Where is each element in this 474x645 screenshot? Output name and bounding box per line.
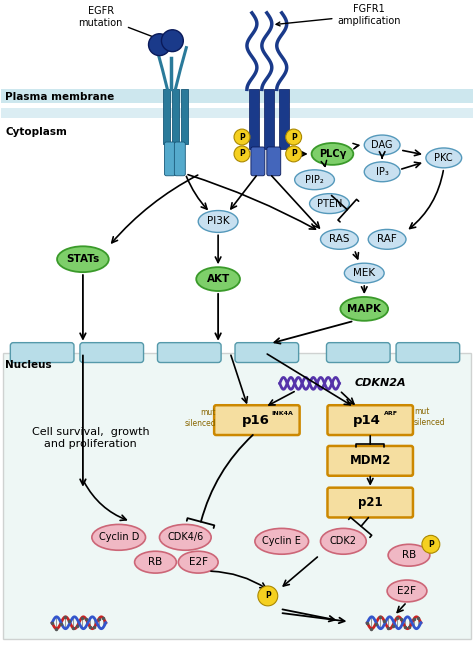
Text: PTEN: PTEN	[317, 199, 342, 208]
Text: RAF: RAF	[377, 234, 397, 244]
Text: DAG: DAG	[372, 140, 393, 150]
FancyBboxPatch shape	[235, 342, 299, 362]
Text: P: P	[239, 132, 245, 141]
Text: MAPK: MAPK	[347, 304, 381, 314]
Text: RB: RB	[148, 557, 163, 567]
Text: Cytoplasm: Cytoplasm	[5, 127, 67, 137]
Text: mut
silenced: mut silenced	[184, 408, 216, 428]
Text: Plasma membrane: Plasma membrane	[5, 92, 115, 103]
Ellipse shape	[387, 580, 427, 602]
Text: p16: p16	[242, 413, 270, 426]
Text: P: P	[291, 150, 297, 159]
Text: Cyclin E: Cyclin E	[262, 536, 301, 546]
Ellipse shape	[368, 230, 406, 249]
FancyBboxPatch shape	[251, 147, 265, 176]
FancyBboxPatch shape	[157, 342, 221, 362]
Text: P: P	[265, 591, 271, 600]
Ellipse shape	[364, 162, 400, 182]
Ellipse shape	[310, 194, 349, 213]
FancyBboxPatch shape	[174, 142, 185, 176]
FancyBboxPatch shape	[396, 342, 460, 362]
Text: P: P	[239, 150, 245, 159]
Text: CDKN2A: CDKN2A	[354, 379, 406, 388]
FancyBboxPatch shape	[173, 90, 179, 144]
Ellipse shape	[198, 210, 238, 232]
Text: P: P	[428, 540, 434, 549]
Text: RAS: RAS	[329, 234, 350, 244]
FancyBboxPatch shape	[164, 90, 170, 144]
Text: ARF: ARF	[384, 411, 398, 415]
Circle shape	[234, 129, 250, 145]
Text: p14: p14	[353, 413, 381, 426]
Text: Cyclin D: Cyclin D	[99, 532, 139, 542]
Text: PI3K: PI3K	[207, 217, 229, 226]
Circle shape	[234, 146, 250, 162]
Text: Cell survival,  growth
and proliferation: Cell survival, growth and proliferation	[32, 427, 150, 449]
FancyBboxPatch shape	[327, 342, 390, 362]
FancyBboxPatch shape	[279, 90, 289, 149]
Bar	[1, 108, 473, 118]
Text: CDK4/6: CDK4/6	[167, 532, 203, 542]
Ellipse shape	[295, 170, 335, 190]
Text: INK4A: INK4A	[272, 411, 294, 415]
Text: PLCγ: PLCγ	[319, 149, 346, 159]
FancyBboxPatch shape	[164, 142, 175, 176]
FancyBboxPatch shape	[182, 90, 188, 144]
Ellipse shape	[255, 528, 309, 554]
FancyBboxPatch shape	[328, 405, 413, 435]
FancyBboxPatch shape	[3, 353, 471, 639]
FancyBboxPatch shape	[328, 446, 413, 476]
Text: STATs: STATs	[66, 254, 100, 264]
Text: mut
silenced: mut silenced	[414, 408, 446, 427]
Text: E2F: E2F	[189, 557, 208, 567]
Circle shape	[258, 586, 278, 606]
Ellipse shape	[364, 135, 400, 155]
Text: PIP₂: PIP₂	[305, 175, 324, 184]
Text: P: P	[291, 132, 297, 141]
FancyBboxPatch shape	[264, 90, 274, 149]
FancyBboxPatch shape	[267, 147, 281, 176]
Ellipse shape	[320, 528, 366, 554]
Text: RB: RB	[402, 550, 416, 561]
Ellipse shape	[345, 263, 384, 283]
Text: IP₃: IP₃	[376, 167, 389, 177]
Bar	[1, 90, 473, 103]
Text: MDM2: MDM2	[349, 454, 391, 468]
Ellipse shape	[196, 267, 240, 291]
Text: PKC: PKC	[435, 153, 453, 163]
Text: FGFR1
amplification: FGFR1 amplification	[276, 4, 401, 26]
Ellipse shape	[92, 524, 146, 550]
Ellipse shape	[388, 544, 430, 566]
FancyBboxPatch shape	[249, 90, 259, 149]
Ellipse shape	[340, 297, 388, 321]
Ellipse shape	[426, 148, 462, 168]
FancyBboxPatch shape	[10, 342, 74, 362]
Circle shape	[162, 30, 183, 52]
Ellipse shape	[135, 551, 176, 573]
Text: E2F: E2F	[398, 586, 417, 596]
Circle shape	[422, 535, 440, 553]
FancyBboxPatch shape	[328, 488, 413, 517]
Text: MEK: MEK	[353, 268, 375, 278]
Ellipse shape	[57, 246, 109, 272]
Circle shape	[286, 129, 301, 145]
Ellipse shape	[311, 143, 353, 165]
Text: EGFR
mutation: EGFR mutation	[79, 6, 164, 41]
Ellipse shape	[159, 524, 211, 550]
Circle shape	[286, 146, 301, 162]
Text: CDK2: CDK2	[330, 536, 357, 546]
FancyBboxPatch shape	[80, 342, 144, 362]
FancyBboxPatch shape	[214, 405, 300, 435]
Ellipse shape	[320, 230, 358, 249]
Text: Nucleus: Nucleus	[5, 361, 52, 370]
Ellipse shape	[178, 551, 218, 573]
Text: AKT: AKT	[207, 274, 230, 284]
Text: p21: p21	[358, 496, 383, 509]
Circle shape	[148, 34, 170, 55]
